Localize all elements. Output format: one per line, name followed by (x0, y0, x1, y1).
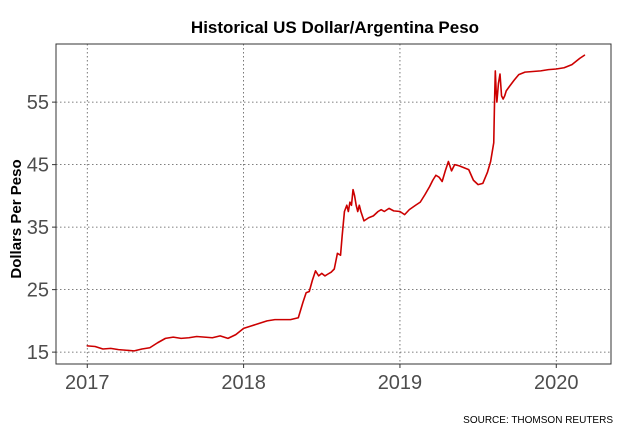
tick-labels: 15 25 35 45 55 2017 2018 2019 2020 (27, 92, 579, 394)
gridlines (56, 44, 611, 364)
axis-ticks (52, 101, 557, 368)
y-axis-label: Dollars Per Peso (8, 159, 25, 278)
x-tick-label: 2017 (65, 372, 110, 394)
x-tick-label: 2018 (221, 372, 266, 394)
y-tick-label: 55 (27, 92, 49, 114)
series-line (86, 54, 586, 352)
chart-title: Historical US Dollar/Argentina Peso (191, 18, 479, 37)
y-tick-label: 45 (27, 155, 49, 177)
y-tick-label: 15 (27, 342, 49, 364)
source-note: SOURCE: THOMSON REUTERS (463, 415, 613, 426)
plot-border (55, 43, 612, 365)
x-tick-label: 2020 (534, 372, 579, 394)
x-tick-label: 2019 (378, 372, 423, 394)
y-tick-label: 25 (27, 280, 49, 302)
y-tick-label: 35 (27, 217, 49, 239)
